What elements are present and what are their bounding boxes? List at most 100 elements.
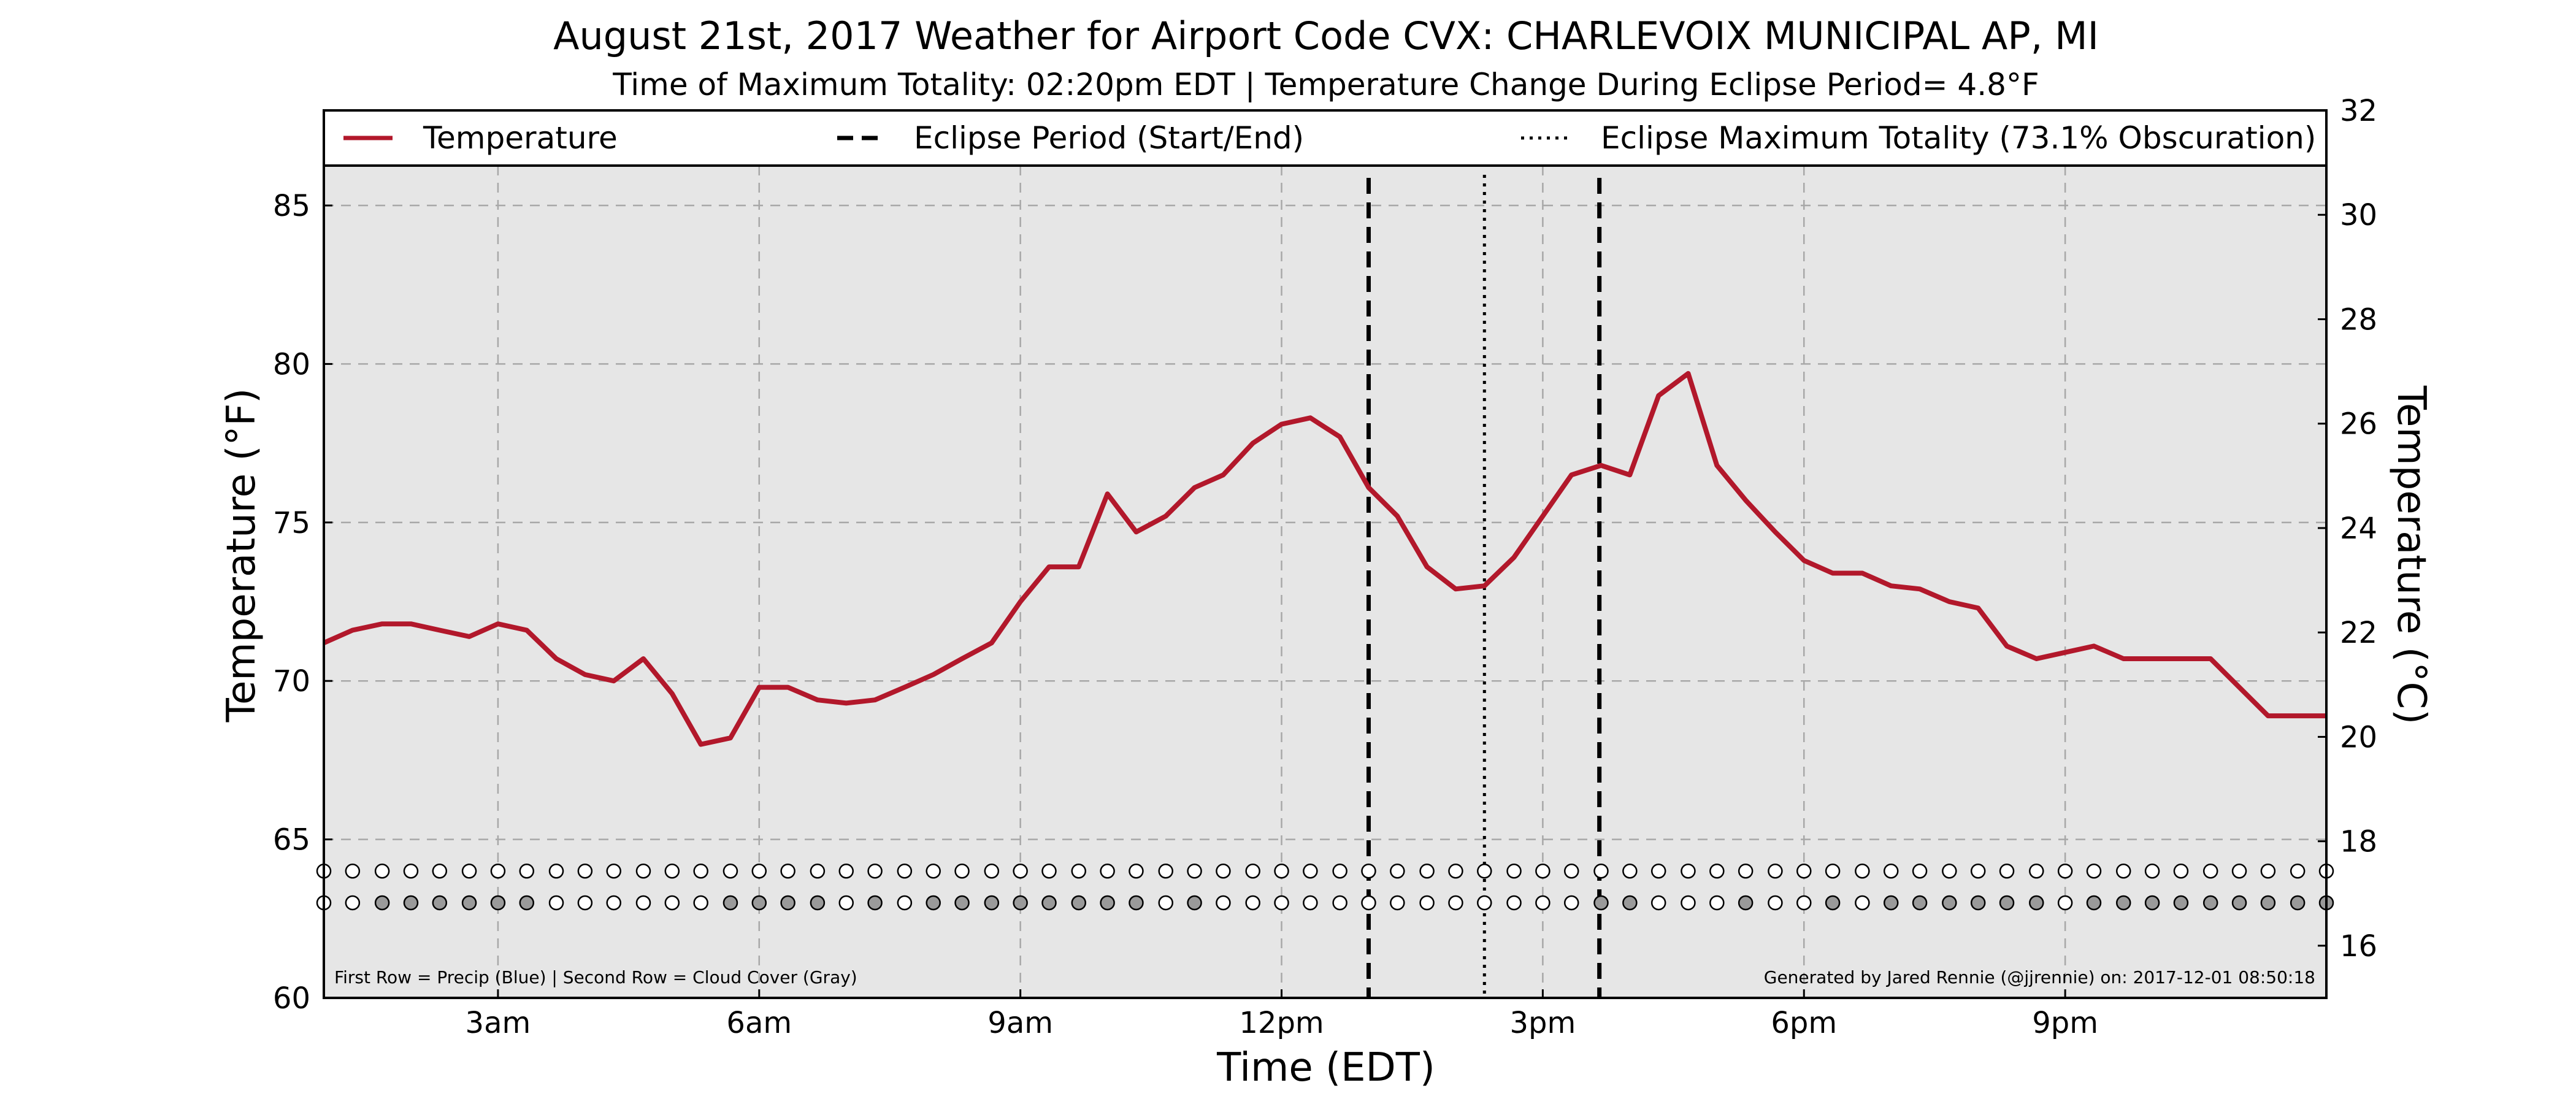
precip-dot xyxy=(1041,864,1057,879)
legend-label: Eclipse Period (Start/End) xyxy=(914,120,1304,156)
precip-dot xyxy=(1129,864,1144,879)
cloud-cover-dot xyxy=(2057,895,2073,911)
precip-dot xyxy=(1477,864,1492,879)
precip-dot xyxy=(577,864,593,879)
cloud-cover-dot xyxy=(1477,895,1492,911)
precip-dot xyxy=(723,864,738,879)
cloud-cover-dot xyxy=(1100,895,1115,911)
precip-dot xyxy=(1681,864,1696,879)
cloud-cover-dot xyxy=(1187,895,1202,911)
y-axis-ticks: 60 65 70 75 80 85 xyxy=(273,189,332,1016)
precip-dot xyxy=(664,864,680,879)
cloud-cover-dot xyxy=(2029,895,2044,911)
precip-dot xyxy=(1274,864,1289,879)
y-right-tick-label: 32 xyxy=(2340,94,2377,128)
x-tick-label: 12pm xyxy=(1239,1006,1324,1040)
cloud-cover-dot xyxy=(1942,895,1957,911)
cloud-cover-dot xyxy=(984,895,1000,911)
cloud-cover-dot xyxy=(2086,895,2102,911)
y-tick-label: 65 xyxy=(273,823,310,857)
cloud-cover-dot xyxy=(635,895,651,911)
y-axis-right-ticks: 16 18 20 22 24 26 28 30 32 xyxy=(2318,94,2377,964)
cloud-cover-dot xyxy=(1738,895,1754,911)
cloud-cover-dot xyxy=(897,895,913,911)
y-tick-label: 60 xyxy=(273,981,310,1016)
precip-dot xyxy=(1563,864,1579,879)
cloud-cover-dot xyxy=(664,895,680,911)
cloud-cover-dot xyxy=(606,895,621,911)
precip-dot xyxy=(1999,864,2015,879)
precip-dot xyxy=(2086,864,2102,879)
cloud-cover-dot xyxy=(838,895,854,911)
cloud-cover-dot xyxy=(1970,895,1986,911)
cloud-cover-dot xyxy=(1883,895,1899,911)
precip-dot xyxy=(2231,864,2247,879)
precip-dot xyxy=(1071,864,1087,879)
precip-dot xyxy=(693,864,708,879)
precip-dot xyxy=(1419,864,1435,879)
precip-dot xyxy=(1709,864,1725,879)
precip-dot xyxy=(954,864,970,879)
chart-subtitle: Time of Maximum Totality: 02:20pm EDT | … xyxy=(612,67,2039,102)
temperature-series-line xyxy=(323,370,2326,747)
precip-cloud-dots xyxy=(316,864,2334,911)
cloud-cover-dot xyxy=(1650,895,1666,911)
x-axis-ticks: 3am 6am 9am 12pm 3pm 6pm 9pm xyxy=(466,989,2098,1040)
x-tick-label: 6am xyxy=(726,1006,792,1040)
plot-area xyxy=(324,166,2326,998)
cloud-cover-dot xyxy=(1912,895,1928,911)
x-tick-label: 3pm xyxy=(1510,1006,1576,1040)
cloud-cover-dot xyxy=(519,895,535,911)
cloud-cover-dot xyxy=(1622,895,1638,911)
eclipse-lines xyxy=(1366,175,1602,998)
y-tick-label: 70 xyxy=(273,664,310,699)
precip-dot xyxy=(2202,864,2218,879)
precip-dot xyxy=(635,864,651,879)
cloud-cover-dot xyxy=(345,895,361,911)
cloud-cover-dot xyxy=(1361,895,1376,911)
cloud-cover-dot xyxy=(2173,895,2189,911)
cloud-cover-dot xyxy=(2260,895,2276,911)
precip-dot xyxy=(1013,864,1028,879)
y-right-tick-label: 18 xyxy=(2340,825,2377,859)
y-tick-label: 85 xyxy=(273,189,310,223)
precip-dot xyxy=(1303,864,1318,879)
cloud-cover-dot xyxy=(1216,895,1231,911)
precip-dot xyxy=(1593,864,1609,879)
x-tick-label: 3am xyxy=(466,1006,531,1040)
cloud-cover-dot xyxy=(1999,895,2015,911)
precip-dot xyxy=(490,864,506,879)
cloud-cover-dot xyxy=(2231,895,2247,911)
precip-dot xyxy=(2144,864,2160,879)
cloud-cover-dot xyxy=(1332,895,1347,911)
precip-dot xyxy=(926,864,941,879)
cloud-cover-dot xyxy=(2115,895,2131,911)
x-tick-label: 9pm xyxy=(2032,1006,2098,1040)
precip-dot xyxy=(838,864,854,879)
cloud-cover-dot xyxy=(1041,895,1057,911)
legend-box xyxy=(323,109,2328,167)
precip-dot xyxy=(403,864,419,879)
precip-dot xyxy=(1216,864,1231,879)
grid-lines xyxy=(324,166,2326,998)
y-axis-label: Temperature (°F) xyxy=(219,388,264,723)
y-right-tick-label: 22 xyxy=(2340,616,2377,650)
cloud-cover-dot xyxy=(1506,895,1522,911)
precip-dot xyxy=(1796,864,1812,879)
precip-dot xyxy=(751,864,767,879)
cloud-cover-dot xyxy=(2144,895,2160,911)
precip-dot xyxy=(2290,864,2306,879)
cloud-cover-dot xyxy=(693,895,708,911)
x-tick-label: 9am xyxy=(987,1006,1053,1040)
precip-dot xyxy=(1100,864,1115,879)
cloud-cover-dot xyxy=(461,895,477,911)
cloud-cover-dot xyxy=(1419,895,1435,911)
legend-label: Eclipse Maximum Totality (73.1% Obscurat… xyxy=(1601,120,2316,156)
cloud-cover-dot xyxy=(1709,895,1725,911)
cloud-cover-dot xyxy=(723,895,738,911)
cloud-cover-dot xyxy=(1681,895,1696,911)
cloud-cover-dot xyxy=(2202,895,2218,911)
footnote-left: First Row = Precip (Blue) | Second Row =… xyxy=(334,967,857,987)
chart-title: August 21st, 2017 Weather for Airport Co… xyxy=(553,13,2099,58)
